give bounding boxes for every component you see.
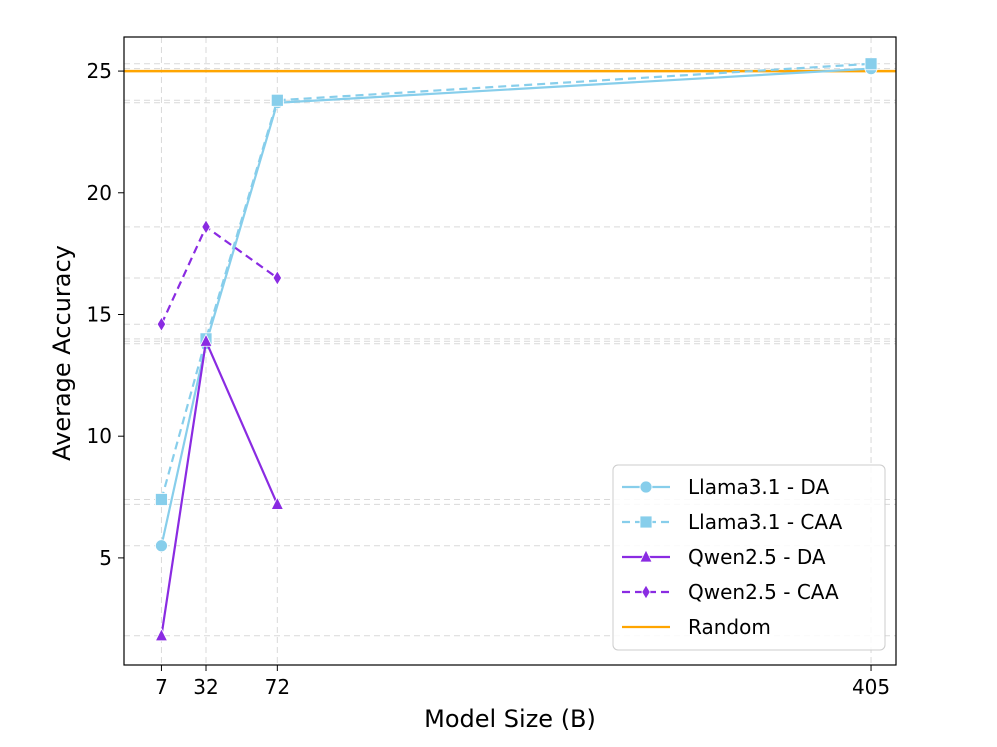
y-tick-label: 10 (87, 424, 112, 448)
series-line-llama3-1-caa (160, 62, 872, 500)
data-point-qwen2-5-caa (201, 219, 211, 235)
series-llama3-1-caa (155, 57, 878, 506)
series-line-qwen2-5-da (160, 340, 279, 636)
data-point-llama3-1-da (155, 539, 168, 553)
legend-marker-swatch (639, 515, 653, 529)
legend-box (612, 464, 886, 651)
legend-label: Random (688, 615, 771, 639)
legend-label: Qwen2.5 - CAA (688, 580, 839, 604)
legend-item-qwen2-5-da: Qwen2.5 - DA (622, 545, 826, 569)
series-line-qwen2-5-caa (160, 225, 278, 325)
data-point-llama3-1-caa (270, 93, 284, 107)
y-tick-label: 15 (87, 302, 112, 326)
data-point-qwen2-5-caa (272, 270, 282, 286)
series-layer (154, 57, 878, 642)
x-axis-label: Model Size (B) (424, 705, 596, 733)
plot-frame (123, 36, 897, 666)
y-axis-label: Average Accuracy (48, 245, 76, 461)
data-point-llama3-1-caa (155, 493, 168, 506)
legend-item-qwen2-5-caa: Qwen2.5 - CAA (622, 580, 839, 604)
data-point-qwen2-5-da (199, 333, 213, 347)
legend-marker-swatch (641, 584, 651, 600)
legend: Llama3.1 - DA Llama3.1 - CAA Qwen2.5 - DA Q… (612, 464, 886, 651)
series-qwen2-5-da (154, 333, 284, 642)
data-point-qwen2-5-da (154, 627, 169, 642)
series-qwen2-5-caa (156, 219, 282, 333)
legend-label: Llama3.1 - DA (688, 475, 829, 499)
legend-item-llama3-1-da: Llama3.1 - DA (622, 475, 829, 499)
legend-marker-swatch (639, 549, 653, 563)
y-tick-label: 5 (99, 546, 112, 570)
ticks-layer: 7 32 72 405 5 10 15 20 25 (87, 59, 891, 699)
legend-item-random: Random (622, 615, 771, 639)
x-tick-label: 72 (265, 675, 290, 699)
legend-label: Qwen2.5 - DA (688, 545, 826, 569)
y-tick-label: 20 (87, 181, 112, 205)
legend-item-llama3-1-caa: Llama3.1 - CAA (622, 510, 843, 534)
data-point-llama3-1-caa (864, 57, 878, 71)
legend-items: Llama3.1 - DA Llama3.1 - CAA Qwen2.5 - DA Q… (622, 475, 843, 639)
x-tick-label: 405 (852, 675, 890, 699)
legend-marker-swatch (639, 480, 653, 494)
x-tick-label: 32 (193, 675, 218, 699)
legend-label: Llama3.1 - CAA (688, 510, 843, 534)
data-point-qwen2-5-caa (156, 316, 167, 333)
y-tick-label: 25 (87, 59, 112, 83)
data-point-qwen2-5-da (270, 496, 284, 510)
x-tick-label: 7 (155, 675, 168, 699)
